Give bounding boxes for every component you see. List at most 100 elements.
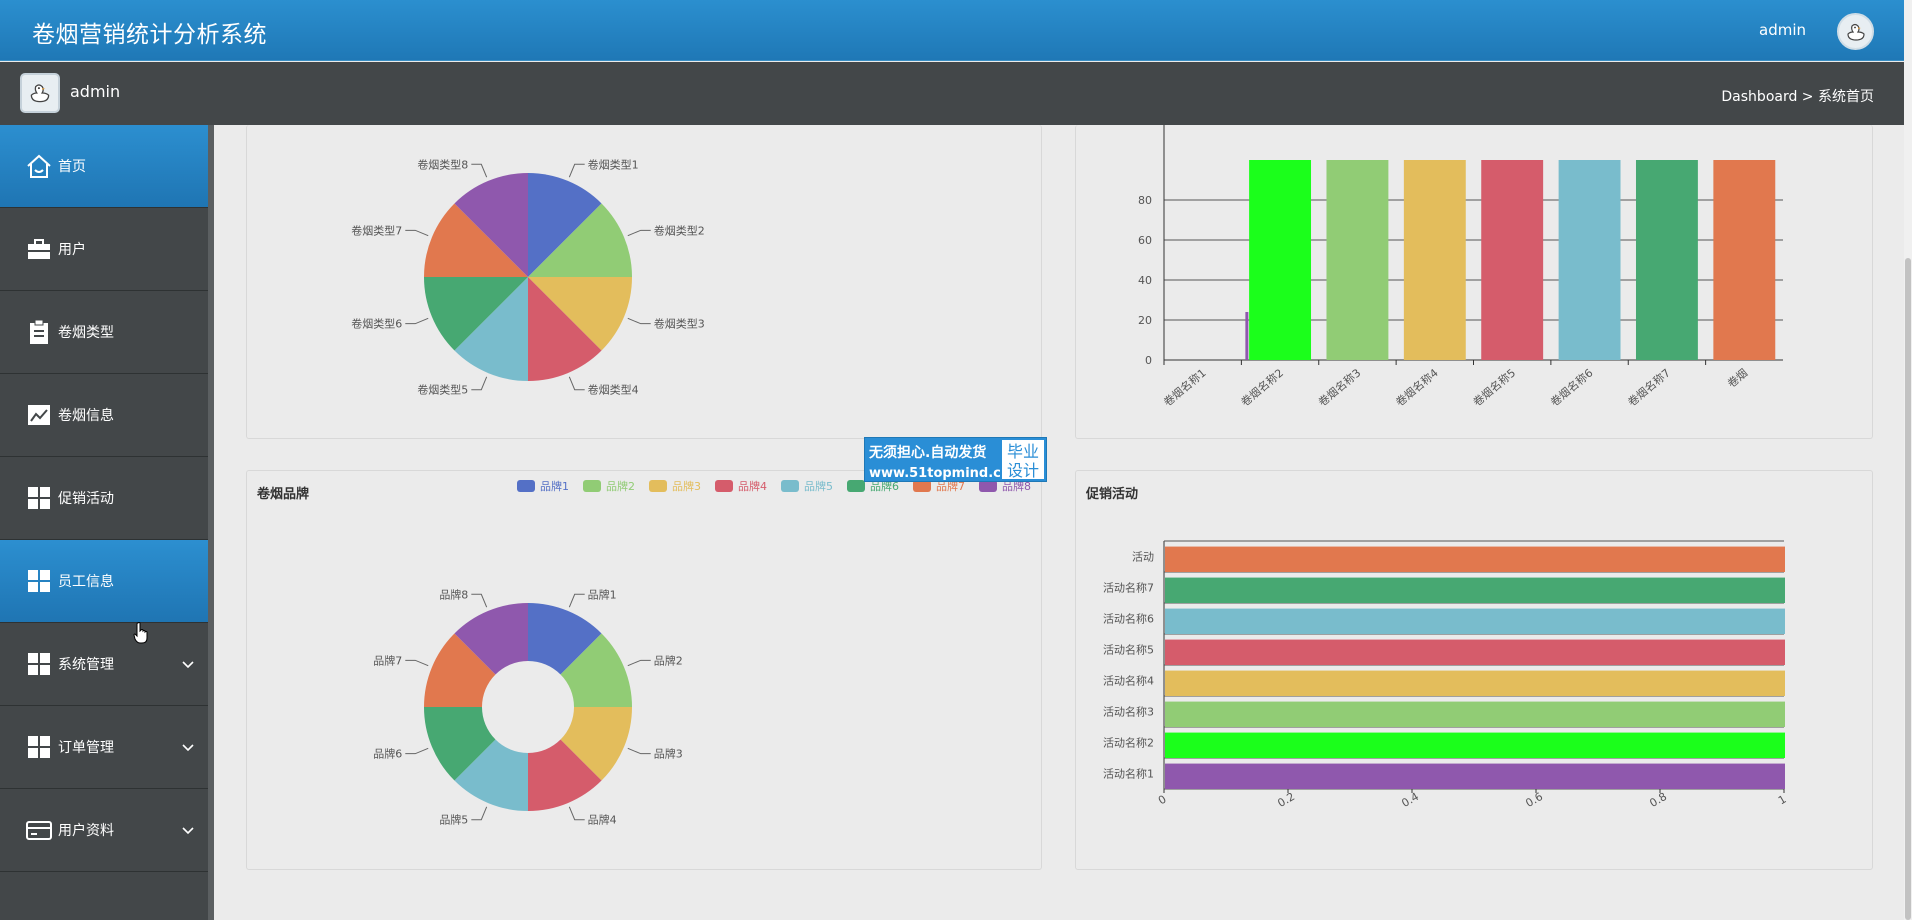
- sidebar-nav: 首页 用户 卷烟类型 卷烟信息 促销活动 员工信息 系统管理: [0, 125, 214, 920]
- sidebar-item-promotions[interactable]: 促销活动: [0, 457, 214, 540]
- brand-donut-leader-line: [405, 747, 429, 755]
- card-icon: [25, 816, 53, 844]
- brand-donut-label: 品牌7: [373, 653, 402, 667]
- line-chart-icon: [25, 401, 53, 429]
- hbar-rect: [1165, 577, 1785, 603]
- brand-donut-label: 品牌8: [439, 587, 468, 601]
- sidebar-item-label: 用户资料: [58, 823, 114, 839]
- type-pie-slice: [424, 277, 528, 351]
- bar-rect: [1403, 160, 1466, 360]
- hbar-rect: [1165, 546, 1785, 572]
- type-pie-label: 卷烟类型8: [417, 157, 468, 171]
- hbar-rect: [1165, 732, 1785, 758]
- hbar-xtick-label: 0.6: [1523, 790, 1545, 810]
- cigarette-info-bar-chart: 0 20 40 60 80 卷烟名称1 卷烟名称2 卷烟名称3 卷烟名称4 卷烟名称5 卷烟名称6 卷…: [1138, 125, 1783, 410]
- brand-panel-title: 卷烟品牌: [257, 487, 310, 502]
- bar-ytick-label: 20: [1138, 314, 1152, 327]
- type-pie-slice: [528, 277, 632, 351]
- watermark-badge[interactable]: 无须担心.自动发货 www.51topmind.com 毕业 设计: [864, 437, 1047, 482]
- user-avatar[interactable]: [20, 73, 60, 113]
- bar-xtick-label: 卷烟名称1: [1161, 366, 1209, 410]
- hbar-rect: [1165, 701, 1785, 727]
- legend-label: 品牌4: [738, 479, 767, 493]
- brand-donut-label: 品牌4: [588, 813, 617, 827]
- hbar-ytick-label: 活动名称5: [1103, 643, 1154, 657]
- app-title: 卷烟营销统计分析系统: [32, 22, 267, 48]
- type-pie-leader-line: [405, 317, 429, 325]
- hbar-xtick-label: 0.2: [1275, 790, 1297, 810]
- type-pie-label: 卷烟类型3: [654, 317, 705, 331]
- bar-ytick-label: 0: [1145, 354, 1152, 367]
- scrollbar-thumb[interactable]: [1905, 258, 1911, 920]
- sidebar-item-system[interactable]: 系统管理: [0, 623, 214, 706]
- sidebar-username: admin: [70, 82, 121, 101]
- page-scrollbar[interactable]: [1904, 0, 1912, 920]
- legend-swatch: [979, 480, 997, 492]
- legend-swatch: [913, 480, 931, 492]
- hbar-ytick-label: 活动名称7: [1103, 581, 1154, 595]
- sidebar-item-cigarette-info[interactable]: 卷烟信息: [0, 374, 214, 457]
- bar-rect: [1558, 160, 1621, 360]
- sidebar-item-label: 用户: [58, 242, 86, 258]
- hbar-rect: [1165, 608, 1785, 634]
- sidebar-scrollbar[interactable]: [208, 125, 214, 920]
- sidebar-item-label: 促销活动: [58, 491, 114, 507]
- sidebar-item-orders[interactable]: 订单管理: [0, 706, 214, 789]
- duck-icon: [30, 84, 50, 103]
- sidebar-item-profile[interactable]: 用户资料: [0, 789, 214, 872]
- grid-icon: [25, 484, 53, 512]
- sidebar-item-users[interactable]: 用户: [0, 208, 214, 291]
- brand-donut-slice: [454, 603, 528, 675]
- bar-rect: [1326, 160, 1389, 360]
- type-pie-label: 卷烟类型6: [351, 317, 402, 331]
- brand-donut-leader-line: [627, 659, 651, 667]
- brand-donut-slice: [560, 633, 632, 707]
- bar-rect: [1249, 160, 1312, 360]
- type-pie-label: 卷烟类型4: [588, 383, 639, 397]
- hbar-rect-thin: [1165, 775, 1784, 781]
- sidebar-item-home[interactable]: 首页: [0, 125, 214, 208]
- breadcrumb[interactable]: Dashboard > 系统首页: [1721, 89, 1874, 105]
- hbar-ytick-label: 活动名称2: [1103, 736, 1154, 750]
- type-pie-slice: [528, 203, 632, 277]
- bar-rect: [1713, 160, 1776, 360]
- type-pie-slice: [454, 173, 528, 277]
- hbar-ytick-label: 活动: [1132, 551, 1154, 564]
- brand-donut-label: 品牌1: [588, 587, 617, 601]
- legend-swatch: [649, 480, 667, 492]
- cigarette-type-panel: 卷烟类型1 卷烟类型2 卷烟类型3 卷烟类型4 卷烟类型5 卷烟类型6 卷烟类型7 卷烟类型8: [246, 125, 1042, 439]
- bar-xtick-label: 卷烟: [1724, 366, 1750, 391]
- header-avatar[interactable]: [1837, 13, 1874, 50]
- promo-panel-title: 促销活动: [1086, 487, 1139, 502]
- legend-swatch: [781, 480, 799, 492]
- sidebar-item-cigarette-type[interactable]: 卷烟类型: [0, 291, 214, 374]
- hbar-ytick-label: 活动名称1: [1103, 767, 1154, 781]
- hbar-xtick-label: 0.4: [1399, 790, 1421, 810]
- type-pie-leader-line: [405, 229, 429, 237]
- legend-label: 品牌1: [540, 479, 569, 493]
- type-pie-leader-line: [568, 163, 585, 178]
- bar-xtick-label: 卷烟名称2: [1238, 366, 1286, 410]
- bar-ytick-label: 80: [1138, 194, 1152, 207]
- cigarette-type-pie-chart: 卷烟类型1 卷烟类型2 卷烟类型3 卷烟类型4 卷烟类型5 卷烟类型6 卷烟类型7 卷烟类型8: [351, 157, 705, 397]
- promo-bar-chart: 活动名称1 活动名称2 活动名称3 活动名称4 活动名称5 活动名称6 活动名称7 活动 0 0.…: [1103, 540, 1789, 810]
- brand-donut-slice: [528, 739, 602, 811]
- sidebar-item-label: 卷烟类型: [58, 325, 114, 341]
- header-username[interactable]: admin: [1759, 21, 1806, 39]
- type-pie-leader-line: [627, 229, 651, 237]
- hbar-xtick-label: 0: [1156, 793, 1169, 808]
- grid-icon: [25, 567, 53, 595]
- legend-label: 品牌5: [804, 479, 833, 493]
- type-pie-slice: [454, 277, 528, 381]
- brand-donut-label: 品牌5: [439, 813, 468, 827]
- sidebar-item-label: 首页: [58, 159, 86, 175]
- hbar-xtick-label: 0.8: [1647, 790, 1669, 810]
- brand-donut-leader-line: [568, 806, 585, 821]
- watermark-line2: www.51topmind.com: [869, 466, 1024, 481]
- brand-donut-chart: 品牌1 品牌2 品牌3 品牌4 品牌5 品牌6 品牌7 品牌8 品牌1 品牌2 品牌3 品牌4 品牌5 品…: [373, 479, 1031, 827]
- legend-swatch: [517, 480, 535, 492]
- sidebar-item-staff[interactable]: 员工信息: [0, 540, 214, 623]
- brand-donut-slice: [454, 739, 528, 811]
- sidebar-item-label: 订单管理: [58, 740, 114, 756]
- brand-donut-slice: [528, 603, 602, 675]
